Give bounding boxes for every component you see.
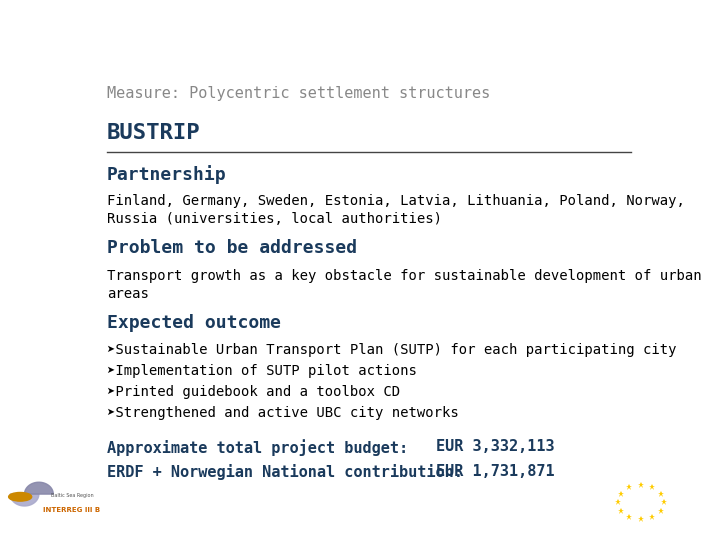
Polygon shape (10, 494, 39, 506)
Text: INTERREG III B: INTERREG III B (43, 507, 101, 514)
Text: EUR 1,731,871: EUR 1,731,871 (436, 464, 554, 479)
Text: Measure: Polycentric settlement structures: Measure: Polycentric settlement structur… (107, 85, 490, 100)
Text: ➤Implementation of SUTP pilot actions: ➤Implementation of SUTP pilot actions (107, 364, 417, 378)
Text: ➤Sustainable Urban Transport Plan (SUTP) for each participating city: ➤Sustainable Urban Transport Plan (SUTP)… (107, 343, 676, 357)
Text: Approximate total project budget:: Approximate total project budget: (107, 439, 408, 456)
Text: ➤Printed guidebook and a toolbox CD: ➤Printed guidebook and a toolbox CD (107, 385, 400, 399)
Text: ➤Strengthened and active UBC city networks: ➤Strengthened and active UBC city networ… (107, 406, 459, 420)
Text: Expected outcome: Expected outcome (107, 314, 281, 332)
Text: Partnership: Partnership (107, 165, 226, 184)
Text: ERDF + Norwegian National contribution:: ERDF + Norwegian National contribution: (107, 464, 463, 480)
Text: Problem to be addressed: Problem to be addressed (107, 239, 357, 258)
Text: EUR 3,332,113: EUR 3,332,113 (436, 439, 554, 454)
Text: Transport growth as a key obstacle for sustainable development of urban
areas: Transport growth as a key obstacle for s… (107, 268, 701, 301)
Polygon shape (24, 482, 53, 494)
Circle shape (9, 492, 32, 501)
Text: Finland, Germany, Sweden, Estonia, Latvia, Lithuania, Poland, Norway,
Russia (un: Finland, Germany, Sweden, Estonia, Latvi… (107, 194, 685, 226)
Text: Baltic Sea Region: Baltic Sea Region (50, 493, 94, 498)
Text: BUSTRIP: BUSTRIP (107, 123, 200, 143)
